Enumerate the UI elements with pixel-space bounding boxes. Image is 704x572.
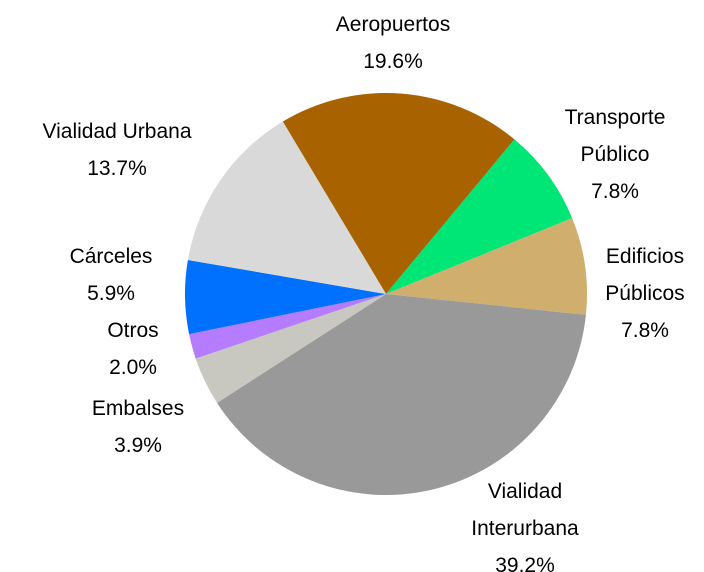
value-label: 7.8% bbox=[621, 319, 669, 342]
pie-slice bbox=[282, 92, 515, 294]
value-label: 39.2% bbox=[495, 554, 555, 572]
value-label: 13.7% bbox=[87, 157, 147, 180]
slice-label: Aeropuertos 19.6% bbox=[293, 6, 493, 80]
slice-label: Transporte Público 7.8% bbox=[545, 99, 685, 210]
category-name: Edificios Públicos bbox=[605, 245, 685, 305]
pie-slice bbox=[195, 294, 386, 403]
category-name: Transporte Público bbox=[564, 106, 666, 166]
category-name: Embalses bbox=[91, 397, 185, 420]
slice-label: Embalses 3.9% bbox=[58, 390, 218, 464]
pie-slice bbox=[386, 139, 573, 294]
pie-slice bbox=[217, 294, 586, 495]
value-label: 3.9% bbox=[114, 434, 162, 457]
value-label: 5.9% bbox=[87, 282, 135, 305]
value-label: 7.8% bbox=[591, 180, 639, 203]
pie-slice bbox=[386, 218, 587, 315]
slice-label: Edificios Públicos 7.8% bbox=[590, 238, 700, 349]
slice-label: Cárceles 5.9% bbox=[46, 238, 176, 312]
pie-slice bbox=[187, 121, 386, 294]
value-label: 19.6% bbox=[363, 50, 423, 73]
category-name: Vialidad Interurbana bbox=[471, 480, 579, 540]
category-name: Vialidad Urbana bbox=[42, 120, 192, 143]
slice-label: Vialidad Interurbana 39.2% bbox=[455, 473, 595, 572]
value-label: 2.0% bbox=[109, 356, 157, 379]
slice-label: Vialidad Urbana 13.7% bbox=[0, 113, 237, 187]
category-name: Aeropuertos bbox=[335, 13, 451, 36]
pie-slice bbox=[185, 260, 386, 335]
category-name: Cárceles bbox=[69, 245, 153, 268]
slice-label: Otros 2.0% bbox=[73, 312, 193, 386]
category-name: Otros bbox=[107, 319, 159, 342]
pie-slice bbox=[189, 294, 386, 359]
